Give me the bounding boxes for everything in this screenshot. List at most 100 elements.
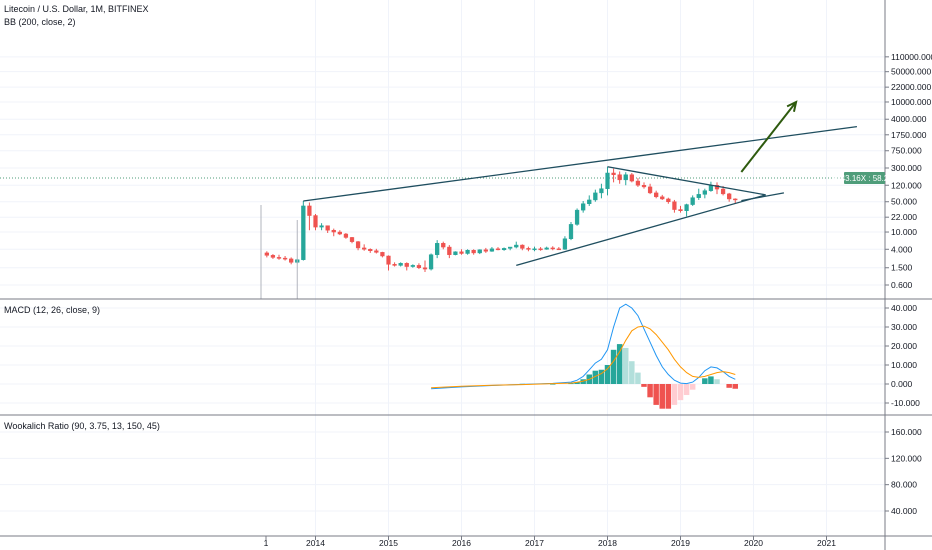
macd-histogram-bar — [629, 361, 635, 384]
candle-body — [629, 174, 634, 182]
triangle-upper-line[interactable] — [607, 166, 766, 196]
macd-axis-tick-label: 30.000 — [891, 322, 917, 332]
candle-body — [289, 258, 294, 263]
macd-axis-tick-label: 10.000 — [891, 360, 917, 370]
candle — [672, 199, 677, 213]
candle-body — [410, 265, 415, 267]
macd-histogram-bar — [708, 376, 714, 384]
wookalich-indicator-label[interactable]: Wookalich Ratio (90, 3.75, 13, 150, 45) — [4, 421, 160, 431]
candle-body — [514, 244, 519, 248]
candle-body — [654, 192, 659, 198]
candle — [611, 168, 616, 183]
time-axis-tick-label: 2021 — [817, 538, 836, 548]
candle-body — [641, 185, 647, 188]
macd-axis[interactable]: 40.000 30.000 20.000 10.000 0.000 -10.000 — [885, 303, 920, 408]
wookalich-axis[interactable]: 160.000 120.000 80.000 40.000 — [885, 427, 922, 516]
time-axis[interactable]: 1 2014 2015 2016 2017 2018 2019 2020 2021 — [264, 536, 837, 548]
candle — [587, 195, 592, 206]
time-axis-tick-label: 2015 — [379, 538, 398, 548]
candle — [282, 255, 288, 261]
price-axis[interactable]: 110000.000 50000.000 22000.000 10000.000 400… — [885, 52, 932, 290]
candle — [368, 248, 373, 253]
macd-histogram-bar — [683, 384, 690, 396]
candle — [392, 262, 397, 267]
candle-body — [520, 244, 525, 249]
candle-body — [532, 248, 537, 251]
macd-histogram-bar — [732, 384, 738, 389]
macd-histogram-bar — [714, 379, 720, 384]
candle-body — [349, 237, 355, 242]
macd-histogram-bar — [610, 349, 617, 384]
candle — [495, 247, 501, 251]
candle — [459, 249, 464, 255]
time-axis-tick-label: 2020 — [744, 538, 763, 548]
candle — [264, 251, 269, 258]
candle — [483, 247, 488, 253]
wookalich-axis-tick-label: 160.000 — [891, 427, 922, 437]
candle-body — [355, 241, 361, 249]
candle-body — [374, 250, 379, 253]
candle-body — [647, 186, 653, 194]
candle-body — [307, 205, 312, 216]
candle — [727, 192, 732, 202]
candle-body — [368, 249, 373, 252]
candle — [635, 178, 641, 187]
price-axis-tick-label: 10000.000 — [891, 97, 931, 107]
macd-axis-tick-label: -10.000 — [891, 398, 920, 408]
candle — [708, 181, 714, 192]
candle-body — [362, 247, 367, 250]
time-axis-tick-label: 2017 — [525, 538, 544, 548]
trendline-drawings[interactable] — [303, 100, 858, 267]
forecast-arrow[interactable] — [740, 101, 797, 173]
wookalich-grid — [0, 431, 885, 512]
candle-body — [471, 249, 476, 254]
candle — [629, 173, 634, 183]
candle-body — [526, 248, 531, 250]
candle — [562, 236, 568, 250]
candle-body — [696, 194, 701, 198]
candle — [550, 246, 555, 251]
macd-histogram-bar — [641, 384, 647, 387]
candle — [556, 247, 561, 251]
price-grid — [0, 0, 885, 536]
signal-line — [431, 325, 736, 389]
candle-body — [447, 246, 452, 255]
candle-body — [313, 215, 318, 228]
candle — [532, 246, 537, 252]
candle — [623, 172, 628, 186]
candle-body — [678, 209, 683, 211]
time-axis-tick-label: 2019 — [671, 538, 690, 548]
macd-histogram-bar — [677, 384, 684, 401]
candle — [605, 166, 610, 196]
time-axis-tick-label: 2016 — [452, 538, 471, 548]
macd-histogram-bar — [623, 347, 629, 384]
price-badge-background — [844, 172, 885, 184]
candle-body — [319, 225, 324, 228]
price-axis-tick-label: 110000.000 — [891, 52, 932, 62]
macd-indicator-label[interactable]: MACD (12, 26, close, 9) — [4, 305, 100, 315]
candle-body — [720, 188, 726, 195]
candle-body — [544, 247, 549, 250]
time-axis-tick-label: 2018 — [598, 538, 617, 548]
candle-body — [684, 204, 689, 211]
forecast-arrow-head — [786, 100, 798, 112]
triangle-apex-extension[interactable] — [741, 192, 785, 202]
upper-trendline[interactable] — [303, 125, 858, 202]
candle — [410, 264, 415, 268]
candle — [568, 222, 574, 241]
price-axis-tick-label: 1750.000 — [891, 130, 927, 140]
macd-histogram-bar — [647, 384, 653, 398]
candle — [654, 190, 659, 199]
candle-body — [623, 174, 628, 181]
candle — [301, 200, 306, 261]
candle-body — [635, 180, 641, 186]
candle — [416, 263, 422, 270]
triangle-lower-line[interactable] — [516, 194, 766, 267]
candle-body — [435, 243, 440, 255]
candle-body — [556, 248, 561, 251]
bb-indicator-label[interactable]: BB (200, close, 2) — [4, 17, 76, 27]
candle-body — [708, 185, 714, 191]
candle — [307, 202, 312, 231]
price-axis-tick-label: 10.000 — [891, 227, 917, 237]
macd-axis-tick-label: 0.000 — [891, 379, 913, 389]
